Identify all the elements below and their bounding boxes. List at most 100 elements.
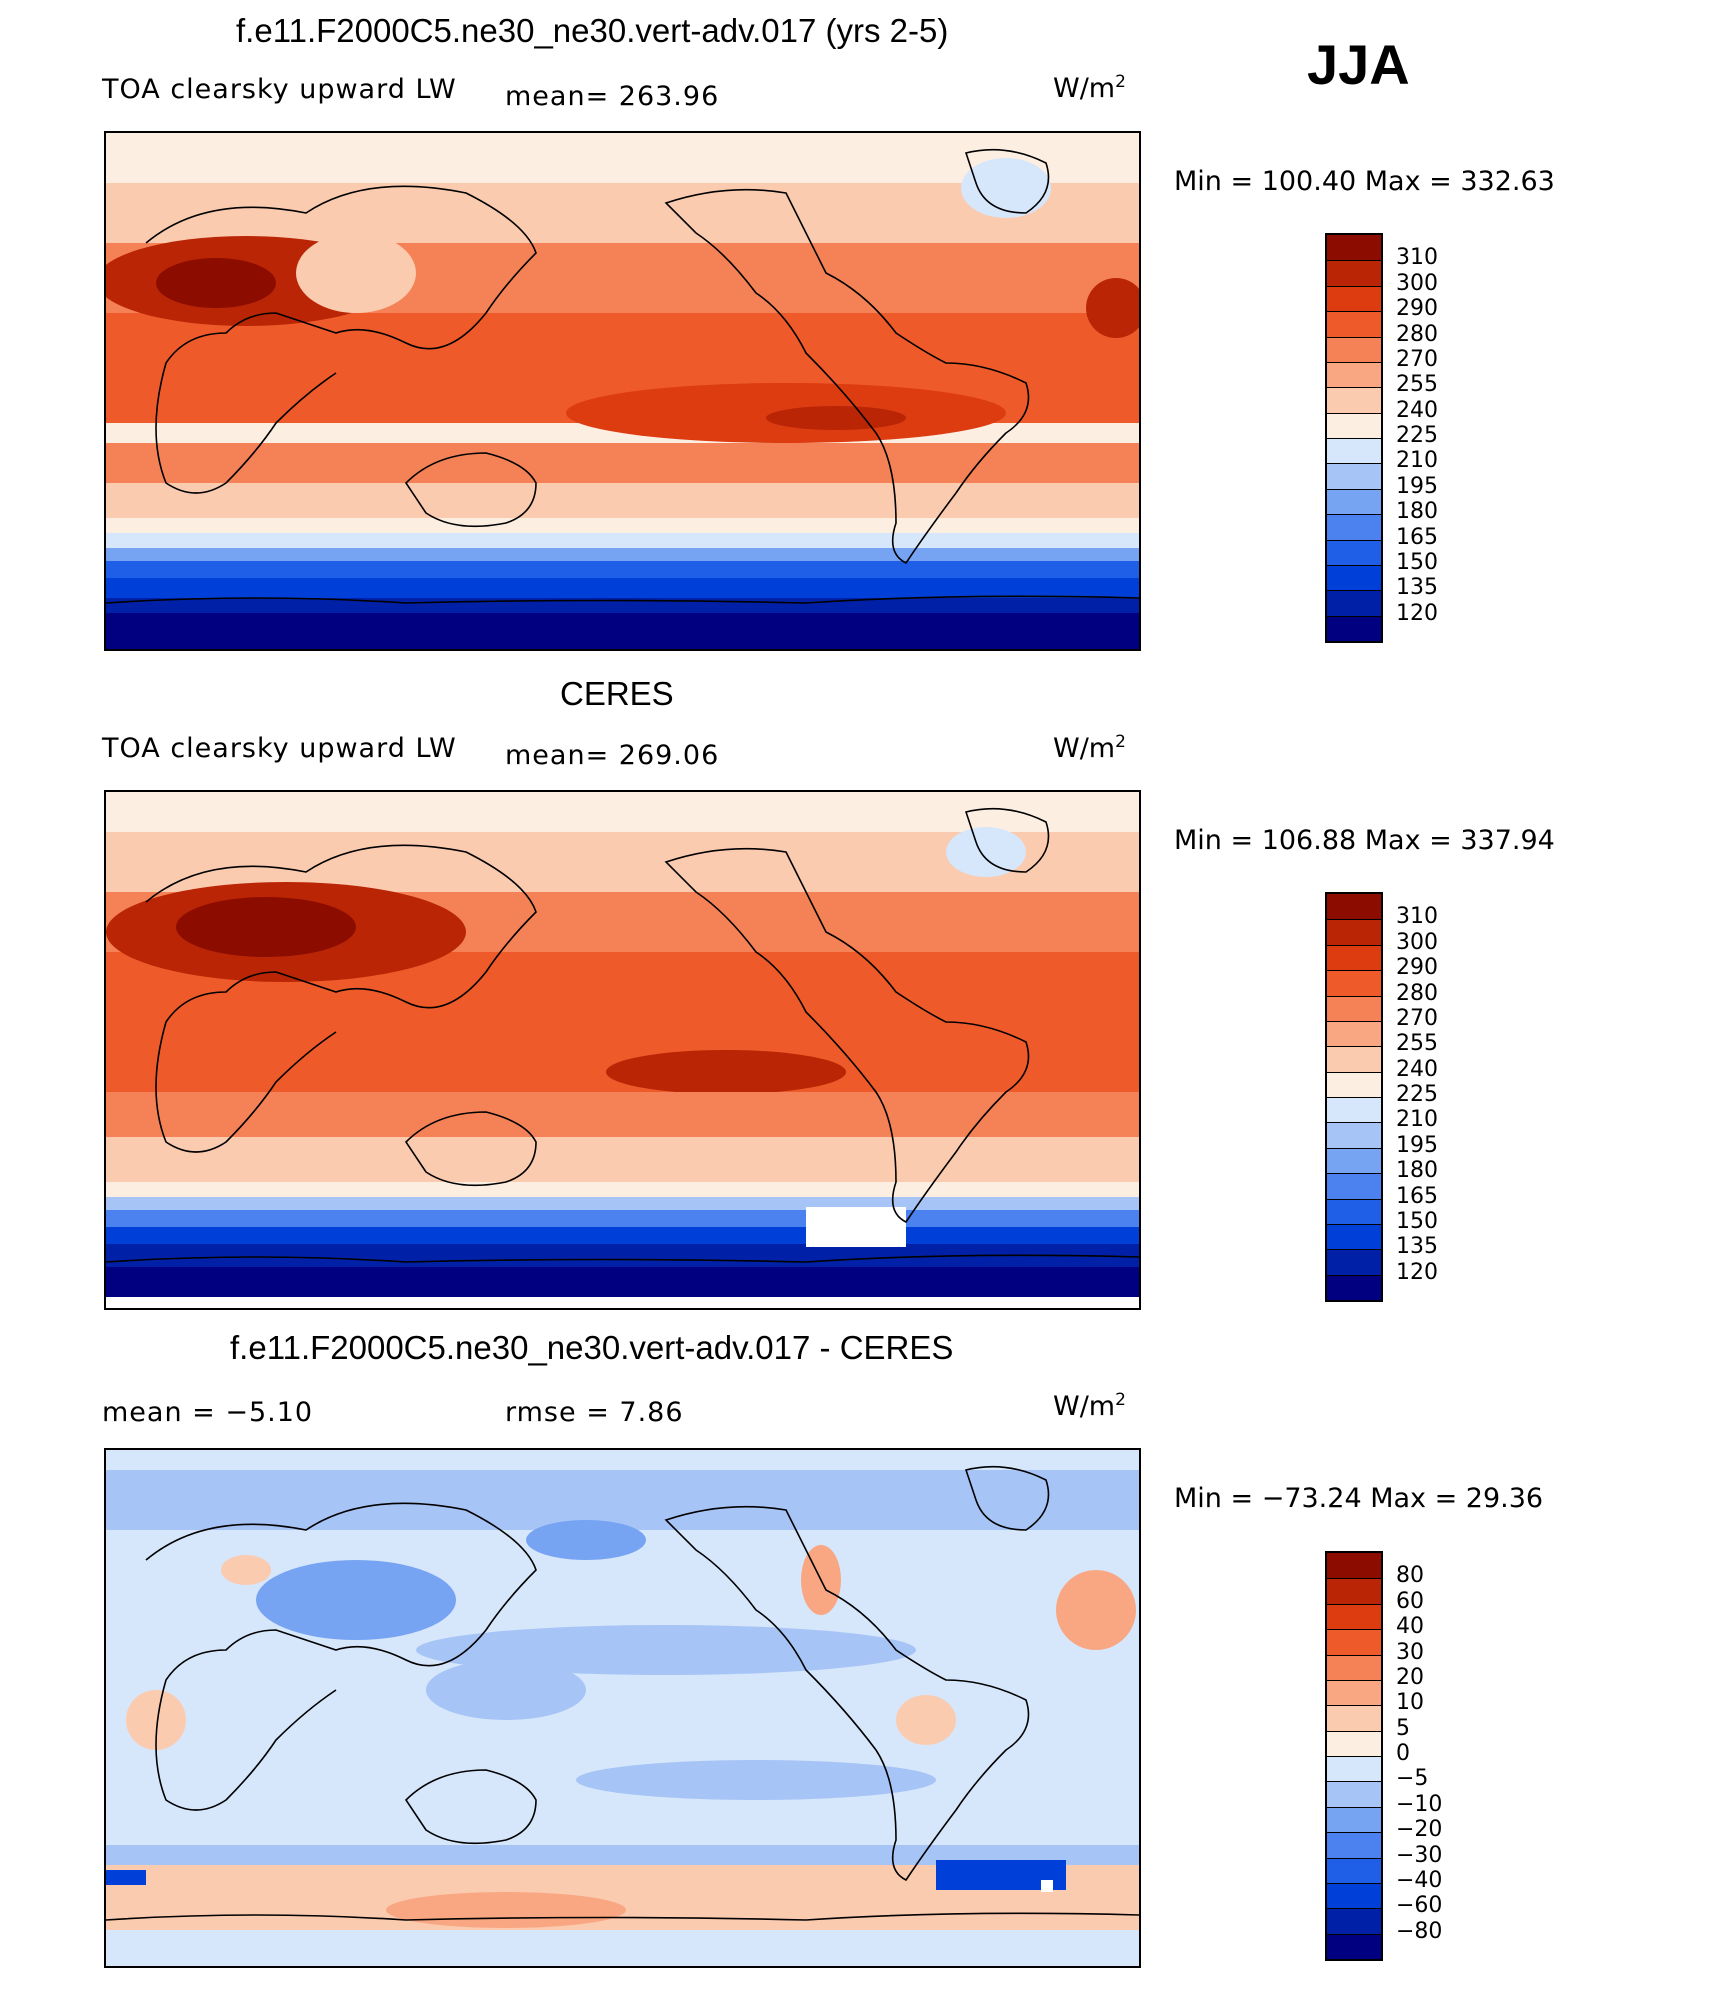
- panel-1-title: f.e11.F2000C5.ne30_ne30.vert-adv.017 (yr…: [236, 12, 949, 49]
- panel-2-mean-label: mean= 269.06: [505, 740, 720, 771]
- colorbar-tick-label: 310: [1396, 904, 1438, 930]
- colorbar-swatch: [1327, 235, 1381, 261]
- panel-3-minmax: Min = −73.24 Max = 29.36: [1174, 1483, 1544, 1514]
- panel-3-colorbar: [1325, 1551, 1383, 1961]
- colorbar-tick-label: −80: [1396, 1918, 1443, 1944]
- colorbar-swatch: [1327, 1147, 1381, 1174]
- colorbar-tick-label: 180: [1396, 1158, 1438, 1184]
- colorbar-swatch: [1327, 285, 1381, 312]
- colorbar-swatch: [1327, 514, 1381, 540]
- colorbar-swatch: [1327, 590, 1381, 616]
- colorbar-swatch: [1327, 1730, 1381, 1756]
- colorbar-swatch: [1327, 1832, 1381, 1858]
- colorbar-swatch: [1327, 1553, 1381, 1579]
- colorbar-tick-label: 120: [1396, 1259, 1438, 1285]
- colorbar-tick-label: 135: [1396, 1234, 1438, 1260]
- colorbar-tick-label: 165: [1396, 524, 1438, 550]
- panel-2-map: [104, 790, 1141, 1310]
- colorbar-tick-label: 290: [1396, 296, 1438, 322]
- colorbar-tick-label: 300: [1396, 929, 1438, 955]
- colorbar-swatch: [1327, 894, 1381, 920]
- colorbar-tick-label: 280: [1396, 321, 1438, 347]
- colorbar-swatch: [1327, 1046, 1381, 1072]
- panel-1-minmax: Min = 100.40 Max = 332.63: [1174, 166, 1555, 197]
- colorbar-swatch: [1327, 1122, 1381, 1148]
- colorbar-swatch: [1327, 944, 1381, 971]
- colorbar-swatch: [1327, 387, 1381, 413]
- colorbar-swatch: [1327, 970, 1381, 996]
- colorbar-tick-label: 225: [1396, 1082, 1438, 1107]
- colorbar-swatch: [1327, 1654, 1381, 1680]
- colorbar-swatch: [1327, 1274, 1381, 1300]
- colorbar-swatch: [1327, 1857, 1381, 1883]
- colorbar-tick-label: 180: [1396, 499, 1438, 525]
- colorbar-swatch: [1327, 1071, 1381, 1097]
- colorbar-swatch: [1327, 1629, 1381, 1655]
- panel-2-title: CERES: [560, 675, 674, 712]
- colorbar-swatch: [1327, 564, 1381, 591]
- colorbar-tick-label: 225: [1396, 423, 1438, 448]
- colorbar-swatch: [1327, 438, 1381, 464]
- colorbar-tick-label: 150: [1396, 549, 1438, 575]
- colorbar-swatch: [1327, 311, 1381, 337]
- colorbar-tick-label: 270: [1396, 1005, 1438, 1031]
- colorbar-swatch: [1327, 539, 1381, 565]
- panel-2-colorbar: [1325, 892, 1383, 1302]
- panel-2-minmax: Min = 106.88 Max = 337.94: [1174, 825, 1555, 856]
- colorbar-tick-label: 240: [1396, 397, 1438, 423]
- colorbar-tick-label: 5: [1396, 1715, 1410, 1741]
- panel-1-map: [104, 131, 1141, 651]
- colorbar-tick-label: 255: [1396, 1031, 1438, 1057]
- colorbar-tick-label: 255: [1396, 372, 1438, 398]
- colorbar-tick-label: 135: [1396, 575, 1438, 601]
- colorbar-tick-label: 60: [1396, 1588, 1424, 1614]
- panel-3-mean-label: mean = −5.10: [102, 1397, 314, 1428]
- colorbar-swatch: [1327, 1173, 1381, 1199]
- colorbar-swatch: [1327, 1578, 1381, 1604]
- colorbar-swatch: [1327, 1705, 1381, 1731]
- colorbar-tick-label: −40: [1396, 1867, 1443, 1893]
- colorbar-swatch: [1327, 1223, 1381, 1250]
- panel-1-colorbar: [1325, 233, 1383, 643]
- colorbar-tick-label: 240: [1396, 1056, 1438, 1082]
- colorbar-swatch: [1327, 615, 1381, 641]
- colorbar-swatch: [1327, 412, 1381, 438]
- panel-3-title: f.e11.F2000C5.ne30_ne30.vert-adv.017 - C…: [230, 1329, 954, 1366]
- panel-2-unit-label: W/m2: [1053, 732, 1126, 764]
- colorbar-tick-label: −60: [1396, 1893, 1443, 1919]
- colorbar-swatch: [1327, 1882, 1381, 1909]
- colorbar-swatch: [1327, 361, 1381, 388]
- colorbar-tick-label: 150: [1396, 1208, 1438, 1234]
- colorbar-tick-label: 40: [1396, 1614, 1424, 1640]
- colorbar-swatch: [1327, 336, 1381, 362]
- colorbar-tick-label: 300: [1396, 270, 1438, 296]
- colorbar-swatch: [1327, 488, 1381, 515]
- colorbar-swatch: [1327, 1756, 1381, 1782]
- colorbar-tick-label: −20: [1396, 1817, 1443, 1843]
- colorbar-swatch: [1327, 1781, 1381, 1807]
- panel-1-unit-label: W/m2: [1053, 72, 1126, 104]
- colorbar-swatch: [1327, 463, 1381, 489]
- colorbar-tick-label: 210: [1396, 1107, 1438, 1133]
- colorbar-swatch: [1327, 1603, 1381, 1630]
- colorbar-tick-label: 10: [1396, 1690, 1424, 1716]
- colorbar-tick-label: 165: [1396, 1183, 1438, 1209]
- colorbar-tick-label: 120: [1396, 600, 1438, 626]
- colorbar-tick-label: 290: [1396, 955, 1438, 981]
- colorbar-tick-label: 270: [1396, 346, 1438, 372]
- colorbar-tick-label: 280: [1396, 980, 1438, 1006]
- colorbar-tick-label: 210: [1396, 448, 1438, 474]
- colorbar-swatch: [1327, 1020, 1381, 1047]
- colorbar-swatch: [1327, 995, 1381, 1021]
- colorbar-tick-label: 195: [1396, 1132, 1438, 1158]
- colorbar-tick-label: 0: [1396, 1741, 1410, 1766]
- season-label: JJA: [1307, 33, 1410, 96]
- panel-3-map: [104, 1448, 1141, 1968]
- colorbar-swatch: [1327, 1806, 1381, 1833]
- panel-3-rmse-label: rmse = 7.86: [505, 1397, 684, 1428]
- colorbar-tick-label: 80: [1396, 1563, 1424, 1589]
- colorbar-swatch: [1327, 919, 1381, 945]
- colorbar-swatch: [1327, 260, 1381, 286]
- colorbar-swatch: [1327, 1097, 1381, 1123]
- colorbar-tick-label: 195: [1396, 473, 1438, 499]
